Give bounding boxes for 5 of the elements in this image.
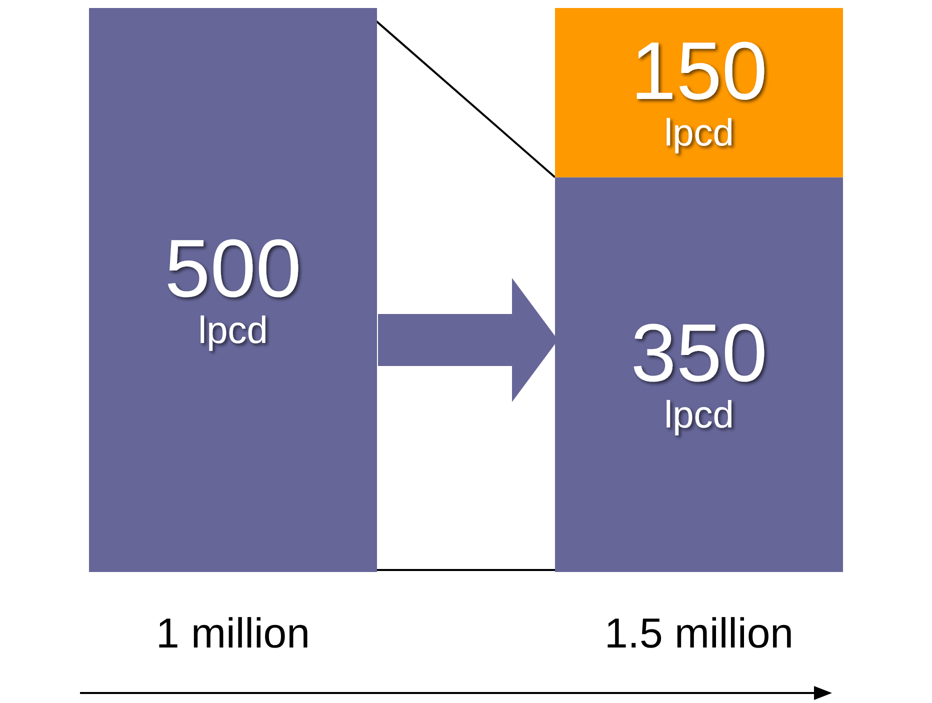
x-tick-label: 1.5 million xyxy=(604,610,794,656)
data-label: 500 lpcd xyxy=(164,224,302,352)
x-tick-label: 1 million xyxy=(156,610,310,656)
data-label: 150 lpcd xyxy=(630,26,768,155)
data-label: 350 lpcd xyxy=(630,308,768,437)
